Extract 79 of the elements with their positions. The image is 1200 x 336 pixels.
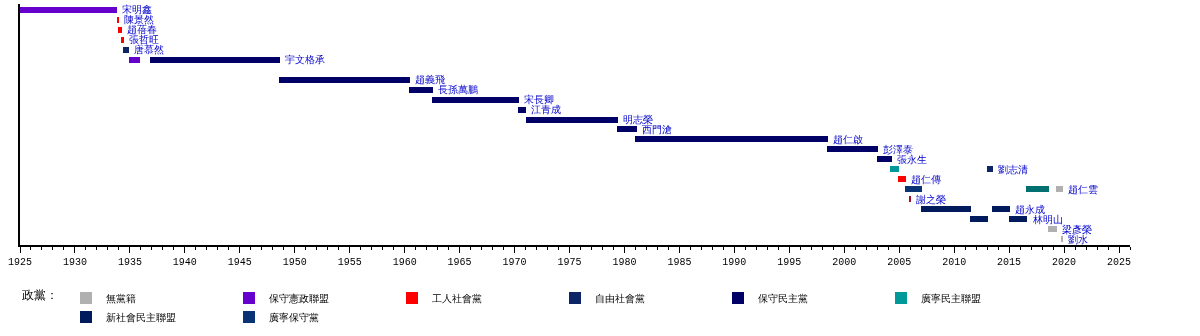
legend-label: 自由社會黨 bbox=[595, 292, 645, 304]
bar bbox=[905, 186, 922, 192]
legend-label: 廣寧民主聯盟 bbox=[921, 292, 981, 304]
x-tick-label: 1950 bbox=[282, 256, 307, 268]
bar bbox=[279, 77, 410, 83]
x-tick-label: 1965 bbox=[447, 256, 472, 268]
legend-label: 工人社會黨 bbox=[432, 292, 482, 304]
bar bbox=[992, 206, 1010, 212]
bar bbox=[123, 47, 129, 53]
y-tick-label: 宇文格承 bbox=[285, 54, 325, 65]
y-tick-label: 張永生 bbox=[897, 154, 927, 165]
y-tick-label: 西門滄 bbox=[642, 124, 672, 135]
x-tick-label: 1975 bbox=[557, 256, 582, 268]
bar bbox=[877, 156, 892, 162]
legend-label: 新社會民主聯盟 bbox=[106, 311, 176, 323]
bar bbox=[526, 117, 618, 123]
y-tick-label: 劉志清 bbox=[998, 164, 1028, 175]
y-tick-label: 陳景然 bbox=[124, 14, 154, 25]
y-tick-label: 彭澤泰 bbox=[883, 144, 913, 155]
bar bbox=[1009, 216, 1027, 222]
legend-label: 保守憲政聯盟 bbox=[269, 292, 329, 304]
bar bbox=[827, 146, 878, 152]
x-tick-label: 1980 bbox=[612, 256, 637, 268]
bar bbox=[987, 166, 993, 172]
y-tick-label: 趙蓓春 bbox=[127, 24, 157, 35]
y-tick-label: 明志榮 bbox=[623, 114, 653, 125]
bar bbox=[409, 87, 433, 93]
x-tick-label: 1940 bbox=[172, 256, 197, 268]
x-tick-label: 1935 bbox=[117, 256, 142, 268]
x-tick-label: 2020 bbox=[1052, 256, 1077, 268]
y-tick-label: 趙仁雲 bbox=[1068, 184, 1098, 195]
bar bbox=[121, 37, 124, 43]
y-tick-label: 劉水 bbox=[1068, 234, 1088, 245]
x-tick-label: 1945 bbox=[227, 256, 252, 268]
x-tick-label: 1930 bbox=[62, 256, 87, 268]
x-tick-label: 1990 bbox=[722, 256, 747, 268]
y-tick-label: 趙義飛 bbox=[415, 74, 445, 85]
bar bbox=[1048, 226, 1057, 232]
x-tick-label: 2000 bbox=[832, 256, 857, 268]
y-tick-label: 張哲旺 bbox=[129, 34, 159, 45]
bar bbox=[1026, 186, 1049, 192]
y-tick-label: 趙仁傳 bbox=[911, 174, 941, 185]
x-tick-label: 1955 bbox=[337, 256, 362, 268]
bar bbox=[890, 166, 899, 172]
y-tick-label: 唐慕然 bbox=[134, 44, 164, 55]
x-tick-label: 1925 bbox=[7, 256, 33, 268]
x-tick-label: 2010 bbox=[942, 256, 967, 268]
bar bbox=[118, 27, 122, 33]
x-tick-label: 1995 bbox=[777, 256, 802, 268]
bar bbox=[20, 7, 117, 13]
bar bbox=[921, 206, 971, 212]
x-tick-label: 1970 bbox=[502, 256, 527, 268]
y-tick-label: 長孫萬鵬 bbox=[438, 84, 478, 95]
legend-label: 無黨籍 bbox=[106, 292, 136, 304]
y-tick-label: 趙仁啟 bbox=[833, 134, 863, 145]
x-tick-label: 1960 bbox=[392, 256, 417, 268]
bar bbox=[970, 216, 988, 222]
bar bbox=[518, 107, 526, 113]
bar bbox=[617, 126, 637, 132]
y-tick-label: 趙永成 bbox=[1015, 204, 1045, 215]
x-tick-label: 2025 bbox=[1107, 256, 1132, 268]
y-tick-label: 謝之榮 bbox=[916, 194, 946, 205]
legend-title: 政黨： bbox=[22, 288, 58, 303]
bar bbox=[635, 136, 828, 142]
x-tick-label: 2005 bbox=[887, 256, 912, 268]
y-tick-label: 梁彥榮 bbox=[1062, 224, 1092, 235]
legend-label: 廣寧保守黨 bbox=[269, 311, 319, 323]
y-tick-label: 宋長卿 bbox=[524, 94, 554, 105]
bar bbox=[432, 97, 519, 103]
bar bbox=[150, 57, 280, 63]
bar bbox=[129, 57, 140, 63]
y-tick-label: 江青成 bbox=[531, 104, 561, 115]
x-tick-label: 2015 bbox=[997, 256, 1022, 268]
y-tick-label: 林明山 bbox=[1032, 214, 1063, 225]
bar bbox=[898, 176, 906, 182]
bar bbox=[1056, 186, 1063, 192]
legend-label: 保守民主黨 bbox=[758, 292, 808, 304]
y-tick-label: 宋明鑫 bbox=[122, 4, 152, 15]
x-tick-label: 1985 bbox=[667, 256, 692, 268]
